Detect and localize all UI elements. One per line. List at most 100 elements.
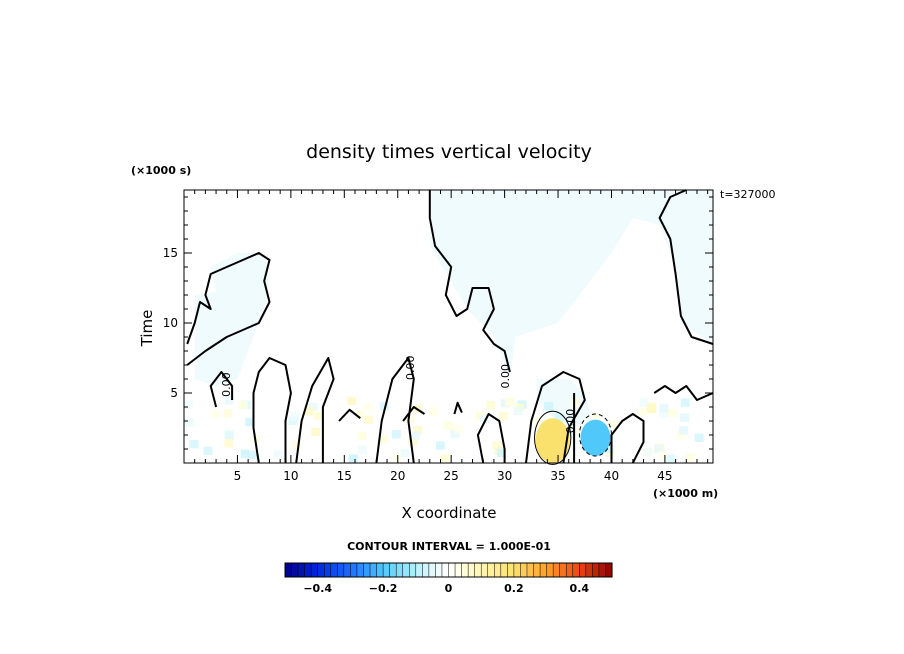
colorbar-cell	[448, 562, 456, 578]
colorbar-cell	[317, 562, 325, 578]
colorbar-cell	[500, 562, 508, 578]
field-cell	[356, 410, 366, 419]
x-tick-label: 45	[657, 469, 672, 483]
field-cell	[680, 413, 690, 422]
field-cell	[245, 417, 255, 427]
colorbar-cell	[337, 562, 345, 578]
colorbar-cell	[487, 562, 495, 578]
field-cell	[405, 414, 415, 424]
contour-interval: CONTOUR INTERVAL = 1.000E-01	[347, 540, 551, 553]
negative-blob	[580, 419, 611, 456]
zero-contour	[252, 357, 292, 464]
colorbar-cell	[454, 562, 463, 578]
zero-contour	[476, 413, 506, 464]
field-cell	[311, 427, 321, 437]
colorbar-cell	[291, 562, 299, 578]
colorbar-cell	[284, 562, 293, 578]
field-cell	[659, 409, 669, 419]
colorbar-frame	[284, 562, 613, 578]
field-cell	[378, 434, 388, 444]
field-cell	[184, 400, 194, 409]
field-cell	[273, 450, 283, 459]
colorbar-cell	[330, 562, 338, 578]
x-tick-label: 40	[604, 469, 619, 483]
contour-label: 0.00	[404, 356, 417, 381]
colorbar-cell	[310, 562, 319, 578]
field-cell	[224, 396, 234, 405]
zero-contour	[453, 401, 463, 415]
field-cell	[637, 408, 647, 417]
field-cell	[658, 451, 668, 460]
field-cell	[544, 402, 554, 411]
field-cell	[554, 413, 564, 422]
plot-frame	[183, 189, 714, 464]
field-cell	[313, 411, 323, 421]
colorbar-cell	[520, 562, 528, 578]
colorbar-cell	[343, 562, 351, 578]
field-cell	[486, 400, 496, 410]
y-tick-label: 10	[163, 316, 178, 330]
field-cell	[391, 430, 401, 439]
y-tick-label: 15	[163, 246, 178, 260]
colorbar-cell	[409, 562, 417, 578]
colorbar-cell	[428, 562, 436, 578]
zero-contour	[295, 357, 335, 464]
colorbar-cell	[395, 562, 404, 578]
field-cell	[392, 453, 402, 462]
colorbar-cell	[461, 562, 469, 578]
field-cell	[480, 414, 490, 424]
field-cell	[659, 404, 669, 413]
field-cell	[308, 402, 318, 412]
field-cell	[224, 430, 234, 440]
zero-contour	[402, 406, 426, 422]
zero-contour	[428, 190, 511, 373]
field-cell	[357, 431, 367, 440]
field-cell	[400, 449, 410, 458]
negative-region	[194, 253, 270, 386]
x-unit: (×1000 m)	[653, 487, 718, 500]
field-cell	[450, 429, 460, 439]
colorbar-cell	[389, 562, 397, 578]
colorbar-tick-label: −0.4	[303, 582, 332, 595]
colorbar-cell	[382, 562, 391, 578]
zero-contour	[610, 413, 645, 464]
field-cell	[440, 454, 450, 463]
field-cell	[492, 440, 502, 450]
y-unit: (×1000 s)	[131, 164, 191, 177]
zero-contour	[209, 371, 234, 408]
colorbar-cell	[441, 562, 450, 578]
field-cell	[679, 426, 689, 435]
field-cell	[647, 404, 657, 414]
field-cell	[290, 412, 300, 421]
x-tick-label: 5	[234, 469, 242, 483]
contour-label: 0.00	[220, 372, 233, 397]
zero-contour	[375, 357, 415, 464]
colorbar-cell	[435, 562, 443, 578]
x-tick-label: 15	[337, 469, 352, 483]
x-tick-label: 30	[497, 469, 512, 483]
chart-labels: density times vertical velocity (×1000 s…	[131, 141, 776, 553]
colorbar-cell	[363, 562, 371, 578]
colorbar-cell	[565, 562, 574, 578]
field-cell	[288, 416, 298, 426]
chart-title: density times vertical velocity	[306, 141, 592, 163]
field-cell	[224, 439, 234, 448]
field-cell	[572, 425, 582, 435]
field-cell	[348, 454, 358, 463]
field-cell	[413, 425, 423, 435]
colorbar-cell	[592, 562, 600, 578]
time-label: t=327000	[720, 188, 776, 201]
field-cell	[532, 417, 542, 426]
colorbar-cell	[552, 562, 561, 578]
field-cell	[203, 446, 213, 456]
field-cell	[609, 419, 619, 429]
field-cell	[667, 408, 677, 418]
field-cell	[643, 447, 653, 457]
field-cell	[304, 407, 314, 416]
colorbar-cell	[572, 562, 580, 578]
zero-contour	[658, 189, 714, 345]
field-cell	[408, 437, 418, 446]
field-cell	[639, 398, 649, 407]
colorbar-cell	[526, 562, 535, 578]
x-tick-label: 35	[550, 469, 565, 483]
